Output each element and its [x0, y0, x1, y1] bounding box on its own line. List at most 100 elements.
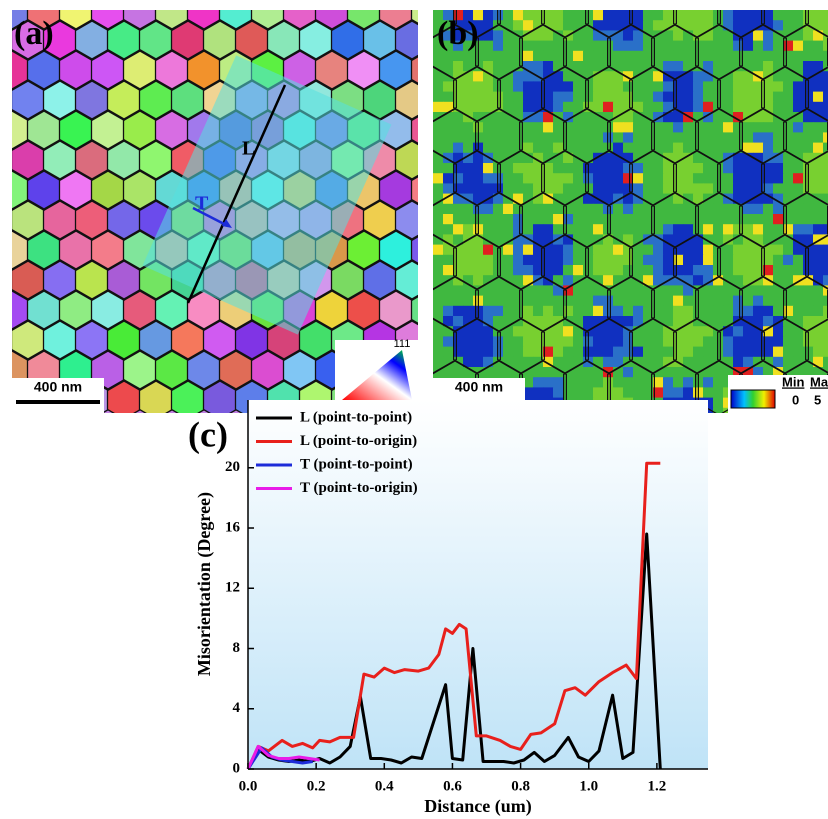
pixel	[453, 30, 464, 41]
pixel	[653, 173, 664, 184]
pixel	[773, 173, 784, 184]
pixel	[743, 336, 754, 347]
pixel	[503, 336, 514, 347]
pixel	[563, 285, 574, 296]
pixel	[573, 275, 584, 286]
pixel	[773, 214, 784, 225]
pixel	[633, 336, 644, 347]
pixel	[823, 346, 828, 358]
pixel	[463, 336, 474, 347]
legend-label: T (point-to-point)	[300, 456, 413, 472]
pixel	[693, 356, 704, 368]
pixel	[683, 295, 694, 307]
pixel	[603, 316, 614, 327]
pixel	[503, 203, 514, 215]
pixel	[793, 61, 804, 72]
pixel	[743, 316, 754, 327]
pixel	[443, 254, 454, 266]
grain-boundary	[804, 234, 828, 290]
pixel	[733, 285, 744, 296]
pixel	[613, 214, 624, 225]
pixel	[603, 224, 614, 235]
pixel	[793, 244, 804, 256]
pixel	[723, 20, 734, 31]
pixel	[543, 265, 554, 276]
pixel	[503, 295, 514, 307]
pixel	[543, 183, 554, 194]
pixel	[783, 244, 794, 256]
pixel	[433, 183, 444, 194]
pixel	[733, 152, 744, 164]
pixel	[773, 152, 784, 164]
pixel	[753, 305, 764, 317]
pixel	[523, 81, 534, 92]
pixel	[703, 244, 714, 256]
pixel	[503, 132, 514, 143]
pixel	[813, 101, 824, 113]
pixel	[433, 132, 444, 143]
pixel	[463, 193, 474, 205]
pixel	[773, 224, 784, 235]
pixel	[713, 214, 724, 225]
pixel	[823, 142, 828, 154]
pixel	[773, 20, 784, 31]
pixel	[553, 122, 564, 133]
pixel	[553, 142, 564, 154]
pixel	[733, 336, 744, 347]
pixel	[483, 203, 494, 215]
pixel	[673, 224, 684, 235]
pixel	[503, 40, 514, 52]
pixel	[443, 265, 454, 276]
pixel	[483, 81, 494, 92]
pixel	[593, 71, 604, 82]
pixel	[573, 61, 584, 72]
pixel	[693, 346, 704, 358]
pixel	[643, 91, 654, 103]
pixel	[693, 193, 704, 205]
pixel	[633, 183, 644, 194]
pixel	[783, 305, 794, 317]
pixel	[453, 346, 464, 358]
pixel	[703, 265, 714, 276]
pixel	[563, 122, 574, 133]
pixel	[493, 234, 504, 245]
pixel	[613, 10, 624, 21]
pixel	[603, 326, 614, 337]
grain	[410, 296, 418, 324]
pixel	[743, 224, 754, 235]
pixel	[543, 367, 554, 378]
pixel	[593, 122, 604, 133]
pixel	[723, 265, 734, 276]
pixel	[593, 326, 604, 337]
pixel	[783, 61, 794, 72]
pixel	[633, 10, 644, 21]
pixel	[433, 173, 444, 184]
pixel	[503, 275, 514, 286]
pixel	[793, 91, 804, 103]
pixel	[463, 152, 474, 164]
pixel	[733, 346, 744, 358]
pixel	[823, 193, 828, 205]
pixel	[633, 132, 644, 143]
pixel	[743, 20, 754, 31]
pixel	[603, 203, 614, 215]
pixel	[573, 387, 584, 398]
pixel	[803, 285, 814, 296]
pixel	[453, 101, 464, 113]
pixel	[703, 122, 714, 133]
legend-label: T (point-to-origin)	[300, 480, 418, 496]
pixel	[593, 20, 604, 31]
pixel	[773, 326, 784, 337]
pixel	[733, 254, 744, 266]
pixel	[553, 224, 564, 235]
pixel	[763, 285, 774, 296]
pixel	[783, 101, 794, 113]
pixel	[733, 20, 744, 31]
pixel	[433, 142, 444, 154]
pixel	[693, 101, 704, 113]
pixel	[703, 132, 714, 143]
pixel	[453, 112, 464, 123]
pixel	[593, 61, 604, 72]
pixel	[703, 305, 714, 317]
pixel	[823, 234, 828, 245]
